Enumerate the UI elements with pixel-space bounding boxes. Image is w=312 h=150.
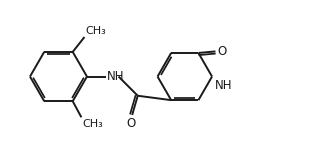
Text: CH₃: CH₃ bbox=[83, 119, 103, 129]
Text: NH: NH bbox=[215, 79, 233, 92]
Text: CH₃: CH₃ bbox=[86, 26, 106, 36]
Text: O: O bbox=[126, 117, 135, 130]
Text: O: O bbox=[217, 45, 227, 58]
Text: NH: NH bbox=[107, 70, 124, 83]
